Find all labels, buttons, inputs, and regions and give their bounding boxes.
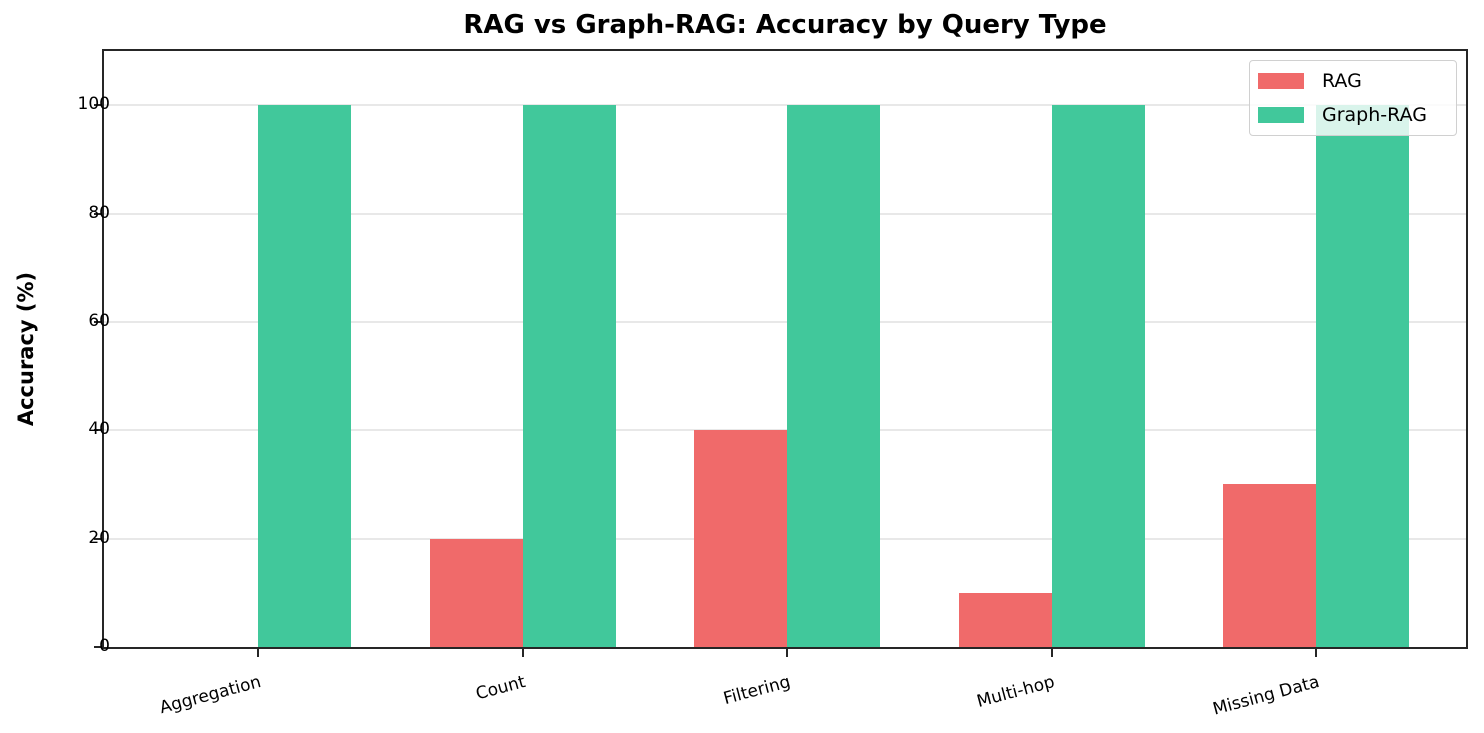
x-tick	[786, 649, 788, 657]
x-tick-label: Filtering	[720, 672, 793, 710]
y-tick	[94, 429, 102, 432]
bar-rag-multi-hop	[958, 592, 1052, 647]
x-tick-label: Aggregation	[157, 672, 264, 719]
y-tick	[94, 646, 102, 648]
bar-graph-rag-multi-hop	[1051, 105, 1145, 647]
x-tick-label: Missing Data	[1210, 672, 1322, 720]
y-tick-label: 0	[99, 636, 110, 656]
x-tick	[1050, 649, 1053, 657]
bar-graph-rag-aggregation	[258, 105, 351, 647]
y-tick	[94, 104, 102, 107]
legend-swatch-graph-rag	[1258, 107, 1304, 123]
legend-swatch-rag	[1258, 73, 1304, 89]
gridline	[104, 212, 1466, 215]
bar-graph-rag-filtering	[787, 105, 880, 647]
chart-title: RAG vs Graph-RAG: Accuracy by Query Type	[463, 10, 1107, 40]
y-tick-label: 60	[88, 310, 110, 331]
y-tick	[94, 320, 102, 323]
y-tick	[94, 537, 102, 540]
gridline	[104, 104, 1466, 107]
y-tick-label: 40	[88, 419, 110, 440]
bar-rag-count	[429, 538, 523, 647]
legend-item-rag: RAG	[1258, 69, 1362, 93]
plot-area	[94, 49, 1468, 657]
x-tick	[257, 649, 259, 657]
y-tick	[94, 212, 102, 215]
x-tick	[1315, 649, 1317, 657]
legend: RAG Graph-RAG	[1249, 60, 1457, 136]
y-tick-label: 20	[88, 527, 110, 548]
bar-graph-rag-missing-data	[1316, 105, 1409, 647]
bar-rag-filtering	[694, 430, 787, 647]
y-tick-label: 100	[77, 94, 110, 115]
x-tick	[521, 649, 524, 657]
legend-label-graph-rag: Graph-RAG	[1322, 104, 1427, 126]
gridline	[104, 429, 1466, 432]
x-tick-label: Count	[473, 672, 528, 705]
x-tick-label: Multi-hop	[974, 672, 1057, 712]
bar-graph-rag-count	[522, 105, 616, 647]
y-axis-title: Accuracy (%)	[14, 271, 38, 427]
legend-item-graph-rag: Graph-RAG	[1258, 103, 1427, 127]
legend-label-rag: RAG	[1322, 70, 1362, 92]
gridline	[104, 320, 1466, 323]
bar-rag-missing-data	[1223, 484, 1316, 647]
y-tick-label: 80	[88, 202, 110, 223]
